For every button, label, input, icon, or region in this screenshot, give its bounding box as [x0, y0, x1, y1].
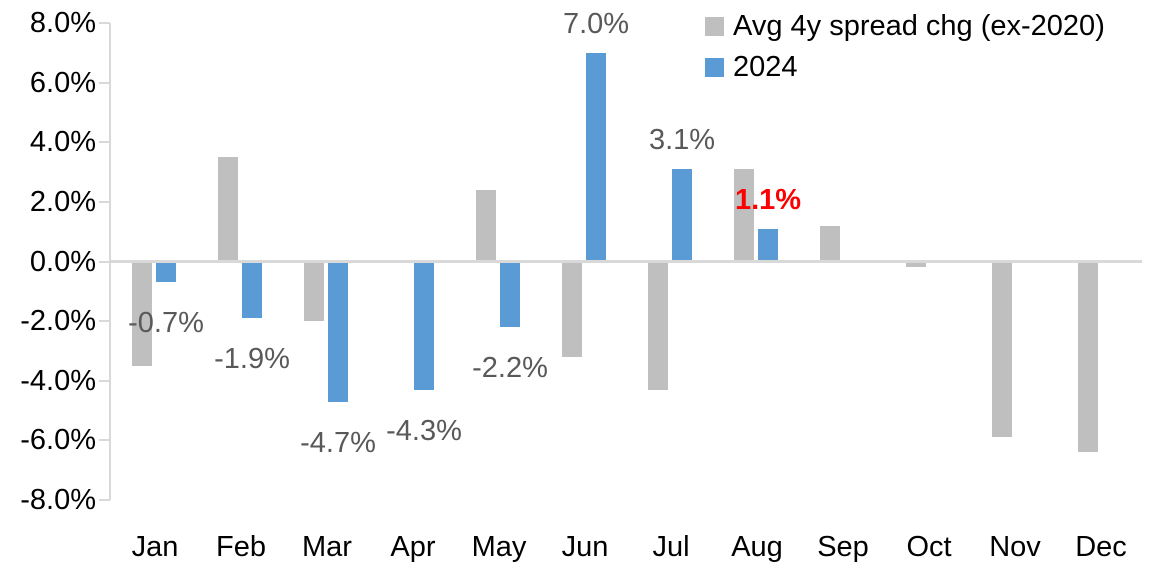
bar-avg-jun [562, 261, 582, 357]
x-tick-label-nov: Nov [989, 531, 1041, 563]
y-tick-label: 4.0% [29, 126, 96, 159]
data-label-jun: 7.0% [562, 7, 630, 40]
bar-avg-sep [820, 225, 840, 262]
x-tick-label-apr: Apr [390, 531, 436, 563]
x-tick-label-dec: Dec [1075, 531, 1127, 563]
y-tick-label: 2.0% [29, 185, 96, 218]
legend-label-avg-4y: Avg 4y spread chg (ex-2020) [733, 10, 1105, 42]
bar-avg-feb [218, 157, 238, 262]
y-tick-mark [99, 379, 110, 382]
data-label-apr: -4.3% [386, 414, 462, 447]
bar-avg-nov [992, 261, 1012, 438]
y-tick-mark [99, 81, 110, 84]
x-tick-label-aug: Aug [731, 531, 783, 563]
bar-2024-apr [414, 261, 434, 390]
gray-series-swatch-icon [705, 17, 724, 36]
data-label-feb: -1.9% [214, 343, 290, 376]
legend-label-2024: 2024 [733, 51, 798, 83]
y-tick-label: -8.0% [20, 483, 96, 516]
y-tick-label: -2.0% [20, 305, 96, 338]
y-tick-mark [99, 439, 110, 442]
bar-avg-dec [1078, 261, 1098, 453]
bar-2024-jul [672, 169, 692, 262]
bar-avg-mar [304, 261, 324, 322]
x-tick-label-jan: Jan [131, 531, 179, 563]
legend: Avg 4y spread chg (ex-2020) 2024 [705, 6, 1105, 88]
bar-avg-jul [648, 261, 668, 390]
bar-2024-may [500, 261, 520, 328]
legend-item-avg-4y: Avg 4y spread chg (ex-2020) [705, 6, 1105, 47]
bar-2024-jan [156, 261, 176, 283]
x-tick-label-sep: Sep [817, 531, 869, 563]
bar-2024-mar [328, 261, 348, 402]
x-tick-label-may: May [471, 531, 527, 563]
data-label-jul: 3.1% [648, 124, 716, 157]
x-tick-label-feb: Feb [216, 531, 266, 563]
y-tick-mark [99, 320, 110, 323]
zero-line [110, 260, 1142, 263]
y-tick-label: 8.0% [29, 7, 96, 40]
y-tick-label: 6.0% [29, 66, 96, 99]
bar-avg-oct [906, 261, 926, 268]
legend-item-2024: 2024 [705, 47, 1105, 88]
y-tick-mark [99, 141, 110, 144]
bar-2024-aug [758, 228, 778, 262]
y-tick-mark [99, 260, 110, 263]
bar-avg-aug [734, 169, 754, 262]
y-tick-label: -6.0% [20, 424, 96, 457]
data-label-aug: 1.1% [734, 183, 802, 216]
data-label-jan: -0.7% [128, 307, 204, 340]
bar-avg-jan [132, 261, 152, 366]
bar-2024-jun [586, 52, 606, 262]
x-tick-label-mar: Mar [302, 531, 352, 563]
y-tick-label: -4.0% [20, 364, 96, 397]
x-tick-label-jul: Jul [652, 531, 690, 563]
x-tick-label-jun: Jun [561, 531, 609, 563]
data-label-may: -2.2% [472, 352, 548, 385]
bar-2024-feb [242, 261, 262, 319]
y-tick-label: 0.0% [29, 245, 96, 278]
x-tick-label-oct: Oct [906, 531, 952, 563]
bar-avg-may [476, 189, 496, 262]
data-label-mar: -4.7% [300, 426, 376, 459]
blue-series-swatch-icon [705, 58, 724, 77]
y-tick-mark [99, 200, 110, 203]
y-tick-mark [99, 498, 110, 501]
y-tick-mark [99, 22, 110, 25]
